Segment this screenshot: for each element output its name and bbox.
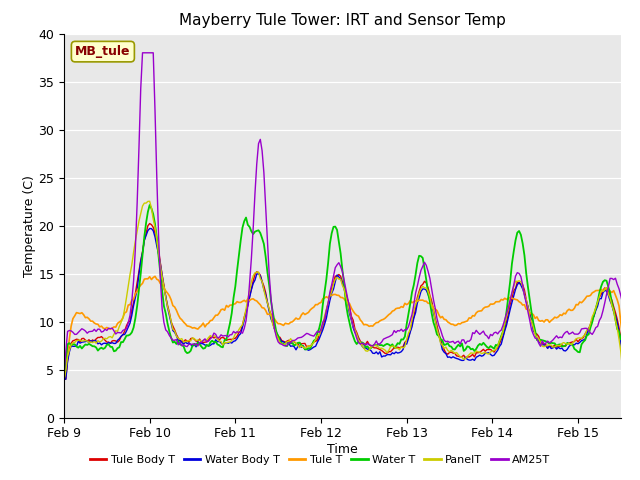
AM25T <box>436 327 444 333</box>
Tule Body T <box>404 335 412 340</box>
Line: Water T: Water T <box>64 205 625 379</box>
Tule T <box>404 300 412 306</box>
Tule Body T <box>146 221 154 227</box>
AM25T <box>60 372 68 378</box>
Line: Water Body T: Water Body T <box>64 228 625 379</box>
Water Body T <box>146 226 154 231</box>
PanelT <box>60 376 68 382</box>
PanelT <box>369 344 376 349</box>
Tule Body T <box>597 291 605 297</box>
Water T <box>369 343 376 348</box>
Water Body T <box>74 338 82 344</box>
Legend: Tule Body T, Water Body T, Tule T, Water T, PanelT, AM25T: Tule Body T, Water Body T, Tule T, Water… <box>85 451 555 469</box>
Water Body T <box>597 296 605 301</box>
Tule T <box>597 287 605 292</box>
PanelT <box>621 376 628 382</box>
Line: AM25T: AM25T <box>64 53 625 375</box>
PanelT <box>146 198 154 204</box>
Water Body T <box>60 376 68 382</box>
Water T <box>436 336 444 342</box>
Water T <box>404 312 412 317</box>
Tule Body T <box>621 372 628 377</box>
Tule Body T <box>74 336 82 342</box>
Tule T <box>369 323 376 329</box>
PanelT <box>404 330 412 336</box>
X-axis label: Time: Time <box>327 443 358 456</box>
PanelT <box>440 346 448 351</box>
Text: MB_tule: MB_tule <box>75 45 131 58</box>
Tule Body T <box>369 345 376 350</box>
Water Body T <box>436 339 444 345</box>
Tule T <box>151 274 159 279</box>
Line: Tule T: Tule T <box>64 276 625 379</box>
Water Body T <box>440 349 448 355</box>
Tule T <box>621 349 628 355</box>
AM25T <box>597 314 605 320</box>
Tule T <box>436 315 444 321</box>
Tule T <box>74 310 82 316</box>
Tule Body T <box>60 376 68 382</box>
Water T <box>74 345 82 350</box>
Tule T <box>60 376 68 382</box>
Tule Body T <box>436 336 444 342</box>
AM25T <box>74 330 82 336</box>
PanelT <box>74 337 82 343</box>
Title: Mayberry Tule Tower: IRT and Sensor Temp: Mayberry Tule Tower: IRT and Sensor Temp <box>179 13 506 28</box>
PanelT <box>436 340 444 346</box>
Water Body T <box>404 336 412 341</box>
AM25T <box>621 332 628 338</box>
Water T <box>146 202 154 208</box>
AM25T <box>440 337 448 343</box>
Water Body T <box>369 350 376 356</box>
AM25T <box>369 343 376 349</box>
Y-axis label: Temperature (C): Temperature (C) <box>22 175 36 276</box>
AM25T <box>404 324 412 330</box>
Water T <box>597 284 605 289</box>
Line: PanelT: PanelT <box>64 201 625 379</box>
Line: Tule Body T: Tule Body T <box>64 224 625 379</box>
Water T <box>440 342 448 348</box>
Tule Body T <box>440 347 448 352</box>
Water T <box>60 376 68 382</box>
Tule T <box>440 316 448 322</box>
Water Body T <box>621 374 628 380</box>
AM25T <box>139 50 147 56</box>
Water T <box>621 357 628 363</box>
PanelT <box>597 288 605 294</box>
